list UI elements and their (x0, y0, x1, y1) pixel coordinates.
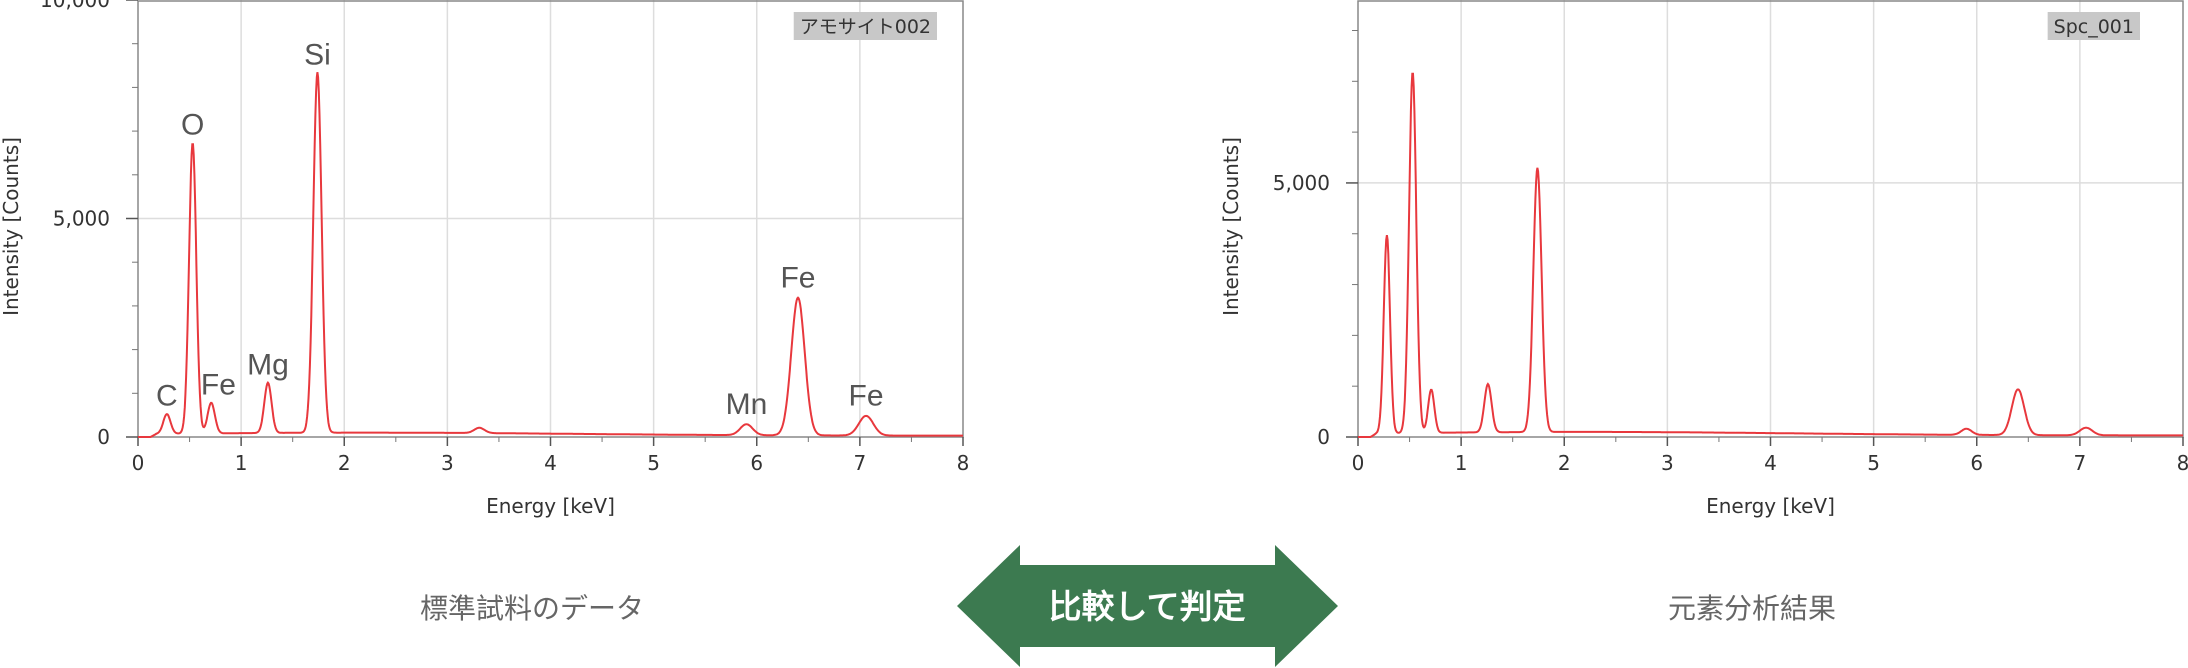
x-tick-label: 8 (2177, 451, 2188, 475)
x-tick-label: 1 (235, 451, 248, 475)
x-tick-label: 6 (750, 451, 763, 475)
y-axis-label: Intensity [Counts] (1219, 137, 1243, 316)
y-tick-label: 5,000 (1273, 171, 1330, 195)
peak-label: Si (304, 38, 331, 71)
peak-label: Fe (201, 368, 236, 401)
x-tick-label: 8 (957, 451, 970, 475)
peak-label: Mn (726, 388, 768, 421)
x-tick-label: 6 (1970, 451, 1983, 475)
x-tick-label: 2 (338, 451, 351, 475)
peak-label: Mg (247, 349, 289, 382)
x-tick-label: 3 (1661, 451, 1674, 475)
y-axis-label: Intensity [Counts] (0, 137, 23, 316)
caption-analysis-result: 元素分析結果 (1668, 592, 1836, 625)
x-tick-label: 7 (854, 451, 867, 475)
peak-label: O (181, 108, 204, 141)
spectrum-tag-label: アモサイト002 (800, 16, 931, 38)
spectrum-tag-background (793, 12, 937, 40)
x-tick-label: 7 (2074, 451, 2087, 475)
x-axis-label: Energy [keV] (1706, 494, 1835, 518)
spectrum-line (138, 72, 963, 438)
peak-label: C (156, 379, 178, 412)
compare-label: 比較して判定 (1048, 587, 1245, 626)
y-tick-label: 10,000 (40, 0, 110, 12)
spectrum-tag-background (2047, 12, 2140, 40)
x-tick-label: 1 (1455, 451, 1468, 475)
compare-double-arrow: 比較して判定 (957, 545, 1338, 667)
chart-element-analysis: 0 1 2 3 4 5 6 7 8 0 5,000 Energy [keV] Intensity [Co… (1219, 0, 2188, 518)
x-tick-label: 5 (1867, 451, 1880, 475)
x-tick-label: 2 (1558, 451, 1571, 475)
x-axis-label: Energy [keV] (486, 494, 615, 518)
caption-standard-data: 標準試料のデータ (420, 592, 644, 625)
x-tick-label: 3 (441, 451, 454, 475)
x-tick-label: 5 (647, 451, 660, 475)
y-tick-label: 0 (1317, 425, 1330, 449)
x-tick-label: 4 (544, 451, 557, 475)
y-tick-label: 0 (97, 425, 110, 449)
peak-label: Fe (849, 379, 884, 412)
spectrum-tag: Spc_001 (2047, 12, 2140, 40)
chart-amosite-standard: 0 1 2 3 4 5 6 7 8 0 5,000 10,000 Energy [keV] Intensi… (0, 0, 969, 518)
double-arrow-icon (957, 545, 1338, 667)
y-tick-label: 5,000 (53, 207, 110, 231)
x-tick-label: 0 (132, 451, 145, 475)
spectrum-tag-label: Spc_001 (2054, 16, 2134, 38)
spectrum-line (1358, 72, 2183, 438)
x-tick-label: 4 (1764, 451, 1777, 475)
spectrum-tag: アモサイト002 (793, 12, 937, 40)
x-tick-label: 0 (1352, 451, 1365, 475)
peak-label: Fe (780, 261, 815, 294)
